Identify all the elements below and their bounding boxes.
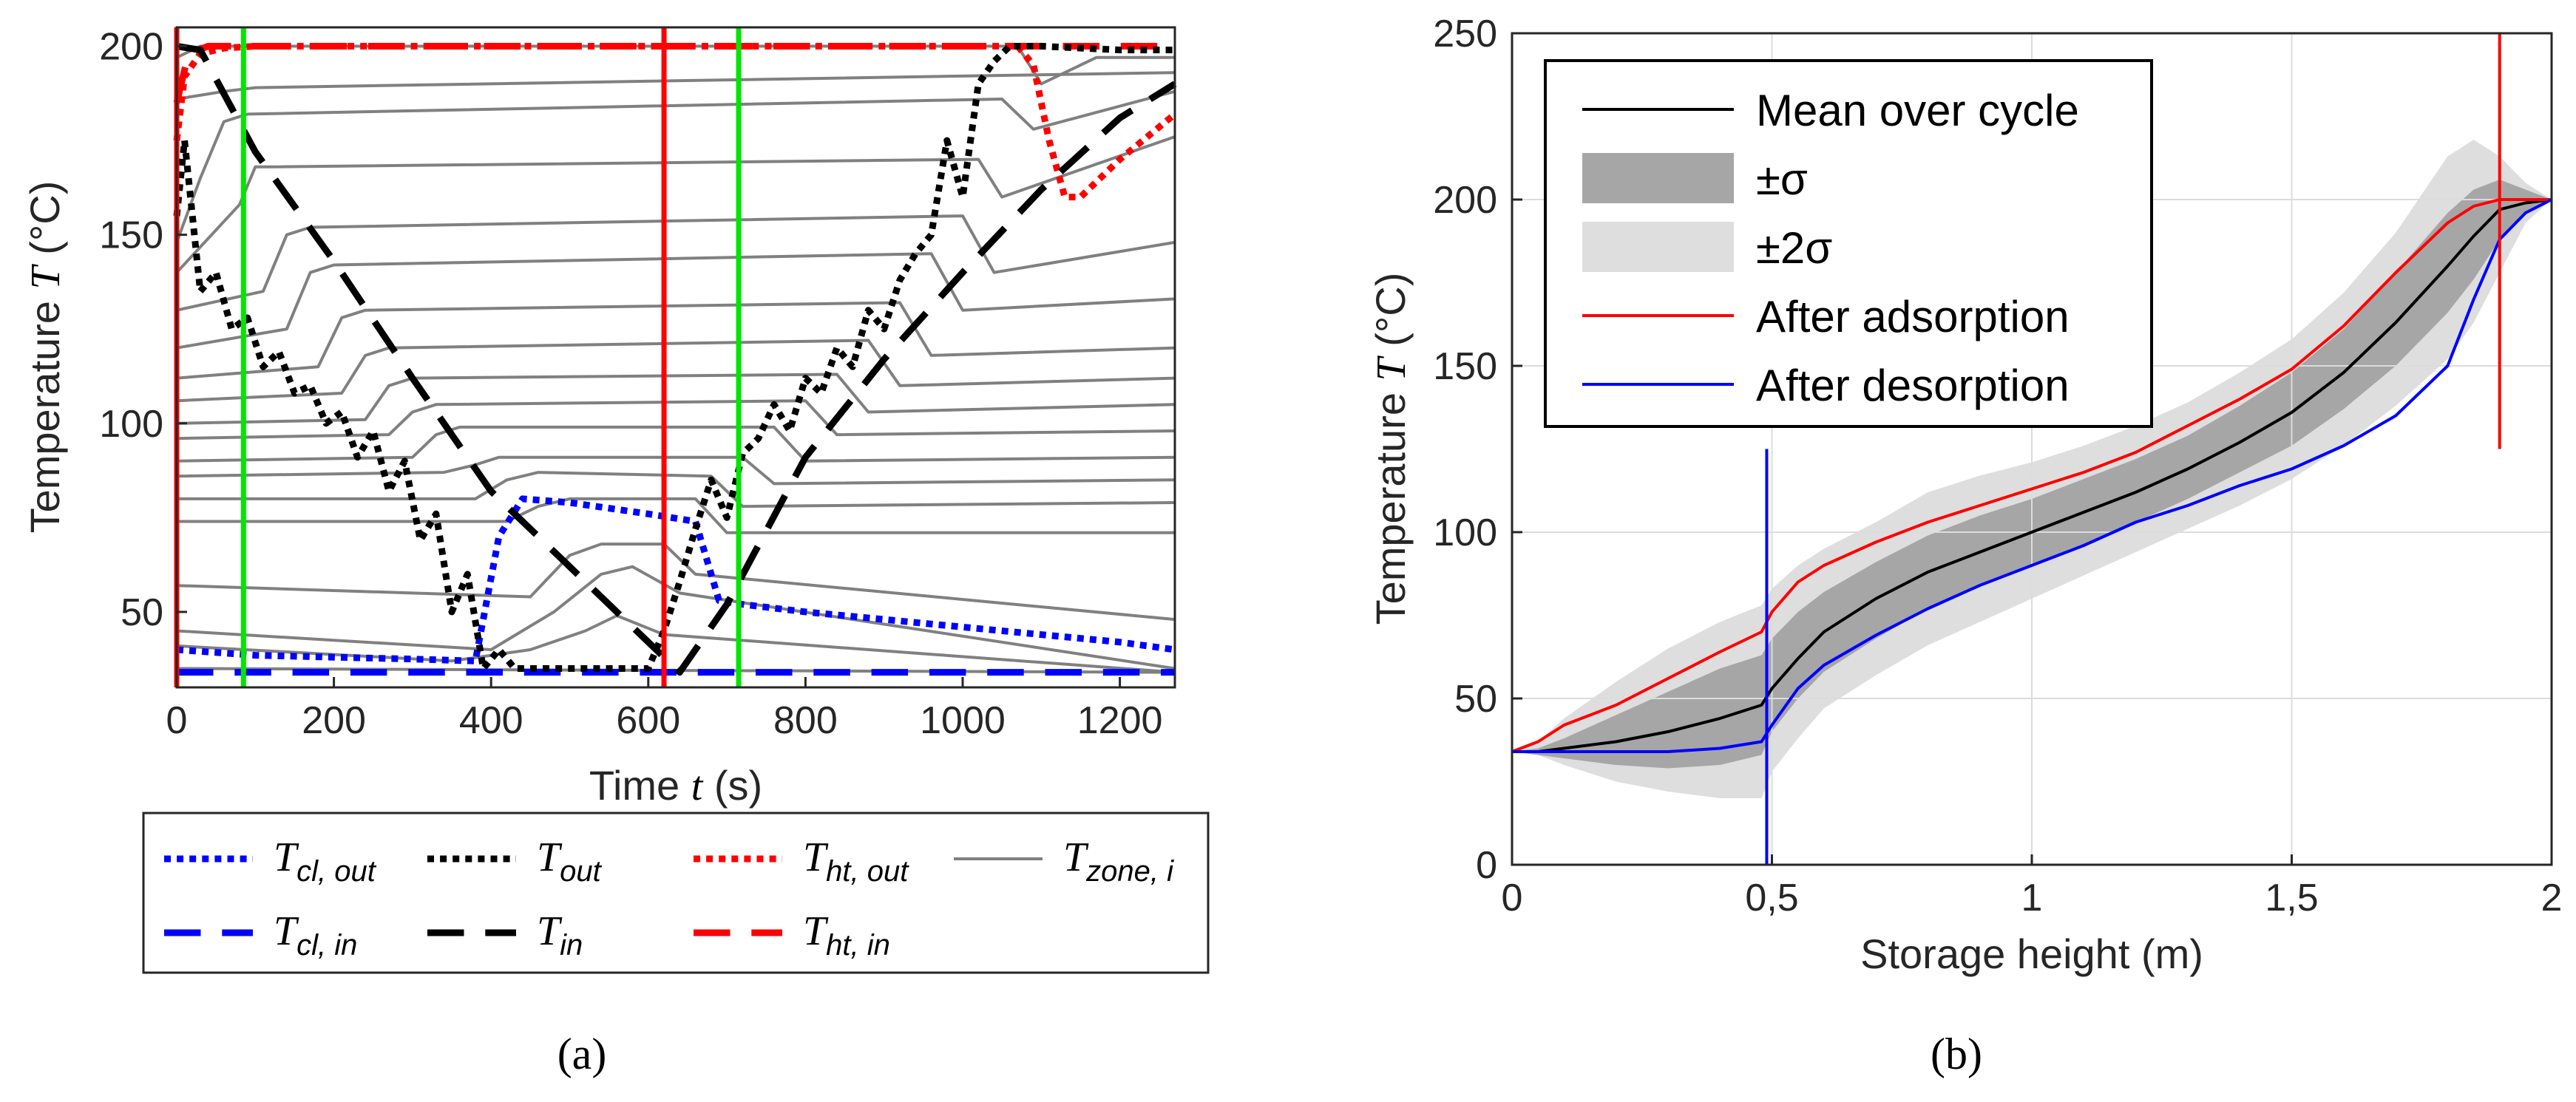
chart-a-axes-box bbox=[175, 26, 1176, 689]
legend-entry-3: After adsorption bbox=[1756, 292, 2070, 341]
chart-b-x-axis-label: Storage height (m) bbox=[1860, 931, 2203, 977]
series-after-desorption-line bbox=[1512, 198, 2552, 753]
series-mean-over-cycle-line bbox=[1512, 198, 2552, 753]
x-tick-label: 0,5 bbox=[1745, 877, 1798, 919]
chart-b-y-axis-label: Temperature T (°C) bbox=[1367, 273, 1414, 625]
x-tick-label: 800 bbox=[773, 699, 838, 742]
y-tick-label: 200 bbox=[99, 26, 163, 69]
x-tick-label: 200 bbox=[302, 699, 366, 742]
y-tick-label: 150 bbox=[1433, 345, 1497, 388]
series-t-out-line bbox=[173, 43, 1175, 672]
legend-entry-6: Tht, in bbox=[803, 908, 890, 962]
legend-entry-3: Tzone, i bbox=[1063, 834, 1174, 888]
legend-entry-2: ±2σ bbox=[1756, 223, 1832, 273]
legend-entry-0: Mean over cycle bbox=[1756, 86, 2079, 135]
y-tick-label: 50 bbox=[1454, 678, 1497, 721]
x-tick-label: 400 bbox=[459, 699, 523, 742]
series-t-zone-i-5-line bbox=[176, 252, 1176, 350]
series-t-zone-i-2-line bbox=[175, 89, 1176, 243]
legend-entry-4: Tcl, in bbox=[274, 908, 357, 962]
y-tick-label: 250 bbox=[1433, 13, 1497, 55]
x-tick-label: 2 bbox=[2541, 877, 2563, 919]
legend-swatch-1 bbox=[1582, 153, 1734, 203]
legend-entry-2: Tht, out bbox=[803, 834, 909, 888]
chart-a-legend bbox=[142, 812, 1210, 974]
y-tick-label: 100 bbox=[99, 403, 163, 446]
y-tick-label: 200 bbox=[1433, 179, 1497, 222]
chart-a-x-axis-label: Time t (s) bbox=[589, 762, 762, 809]
x-tick-label: 1 bbox=[2021, 877, 2043, 919]
series-t-zone-i-6-line bbox=[176, 301, 1176, 380]
series-t-zone-i-12-line bbox=[177, 471, 1176, 509]
chart-a-plot-area bbox=[177, 27, 1175, 687]
y-tick-label: 100 bbox=[1433, 511, 1497, 554]
legend-entry-0: Tcl, out bbox=[274, 834, 377, 888]
series-t-cl-out-line bbox=[176, 495, 1176, 664]
legend-entry-5: Tin bbox=[537, 908, 583, 962]
x-tick-label: 0 bbox=[1502, 877, 1523, 919]
band-1sigma bbox=[1512, 180, 2552, 769]
legend-entry-4: After desorption bbox=[1756, 361, 2070, 410]
x-tick-label: 1,5 bbox=[2265, 877, 2318, 919]
panel-label-b: (b) bbox=[1931, 1030, 1982, 1078]
x-tick-label: 0 bbox=[166, 699, 188, 742]
y-tick-label: 150 bbox=[99, 214, 163, 257]
series-t-zone-i-11-line bbox=[176, 455, 1176, 486]
legend-entry-1: Tout bbox=[537, 834, 603, 888]
panel-label-a: (a) bbox=[557, 1030, 607, 1078]
y-tick-label: 50 bbox=[121, 591, 163, 634]
x-tick-label: 1200 bbox=[1077, 699, 1163, 742]
series-t-ht-out-line bbox=[173, 43, 1177, 201]
legend-swatch-2 bbox=[1582, 222, 1734, 272]
series-t-zone-i-14-line bbox=[176, 543, 1176, 622]
x-tick-label: 1000 bbox=[920, 699, 1006, 742]
chart-a-y-axis-label: Temperature T (°C) bbox=[21, 181, 69, 534]
series-t-zone-i-1-line bbox=[176, 71, 1176, 101]
chart-a: 0 200 400 600 800 1000 1200 50 100 150 200 Time t … bbox=[21, 26, 1210, 1078]
chart-b: 0 0,5 1 1,5 2 0 50 100 150 200 250 Storage height … bbox=[1367, 13, 2562, 1078]
y-tick-label: 0 bbox=[1476, 844, 1497, 887]
series-t-zone-i-9-line bbox=[176, 399, 1176, 441]
series-after-adsorption-line bbox=[1511, 198, 2552, 753]
series-t-zone-i-3-line bbox=[175, 135, 1176, 274]
x-tick-label: 600 bbox=[616, 699, 680, 742]
series-t-zone-i-15-line bbox=[176, 565, 1176, 670]
legend-entry-1: ±σ bbox=[1756, 154, 1808, 204]
series-t-in-line bbox=[176, 43, 1177, 676]
